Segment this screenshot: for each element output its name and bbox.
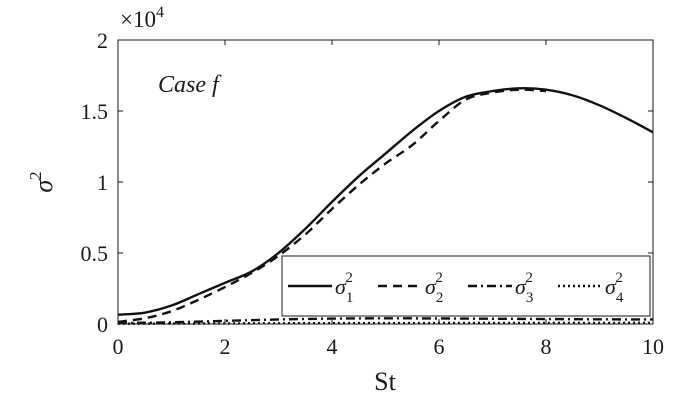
y-tick-label: 2	[97, 28, 108, 53]
x-axis-label: St	[374, 367, 396, 396]
y-tick-label: 1	[97, 170, 108, 195]
case-annotation: Case f	[158, 72, 222, 98]
y-tick-label: 0	[97, 312, 108, 337]
y-axis-label-base: σ	[29, 179, 58, 193]
series-line-3	[117, 317, 654, 325]
x-tick-label: 6	[434, 334, 445, 359]
series-layer	[117, 87, 654, 325]
legend-label-2: σ22	[425, 270, 443, 306]
y-ticks: 0 0.5 1 1.5 2	[81, 28, 653, 337]
y-multiplier-exponent: 4	[156, 4, 164, 21]
x-tick-label: 4	[327, 334, 338, 359]
y-axis-label-superscript: 2	[26, 171, 45, 180]
x-tick-label: 10	[642, 334, 664, 359]
legend-label-1: σ12	[335, 270, 353, 306]
legend: σ12 σ22 σ32 σ42	[281, 255, 651, 317]
x-tick-label: 2	[220, 334, 231, 359]
y-multiplier-base: ×10	[120, 7, 156, 32]
y-tick-label: 0.5	[81, 241, 109, 266]
series-line-1	[117, 87, 654, 316]
series-line-4	[117, 321, 654, 325]
x-tick-label: 8	[541, 334, 552, 359]
y-tick-label: 1.5	[81, 99, 109, 124]
legend-label-4: σ42	[605, 270, 624, 306]
series-line-2	[117, 88, 547, 324]
y-multiplier: ×104	[120, 4, 164, 32]
legend-items: σ12 σ22 σ32 σ42	[288, 270, 624, 306]
x-tick-label: 0	[113, 334, 124, 359]
legend-label-3: σ32	[515, 270, 533, 306]
y-axis-label: σ2	[26, 171, 58, 192]
x-ticks: 0 2 4 6 8 10	[113, 40, 664, 359]
